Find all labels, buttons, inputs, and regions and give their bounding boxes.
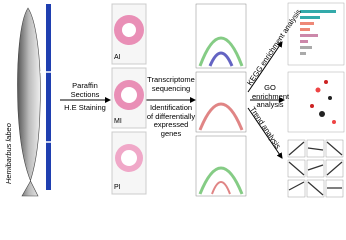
species-label: Hemibarbus labeo	[4, 123, 13, 184]
segment-label: MI	[52, 104, 60, 111]
slide-label: MI	[114, 118, 122, 125]
diagram-graphics	[17, 2, 345, 198]
go-plot	[287, 71, 345, 133]
kegg-plot	[287, 2, 345, 66]
step-label: Transcriptome sequencing	[147, 75, 195, 93]
slide-label: AI	[114, 54, 121, 61]
arrow	[247, 107, 283, 159]
volcano-plots	[195, 3, 247, 197]
arrow	[247, 41, 283, 93]
segment-label: PI	[52, 160, 59, 167]
step-label: H.E Staining	[64, 103, 106, 112]
figure: Hemibarbus labeo AI MI PI Paraffin Secti…	[4, 2, 345, 198]
ruler	[46, 4, 51, 190]
step-label: Paraffin Sections	[70, 81, 100, 99]
slide-label: PI	[114, 184, 121, 191]
trend-plot	[287, 139, 344, 198]
slides	[111, 3, 147, 195]
step-label: Identification of differentially express…	[146, 103, 196, 138]
fish	[17, 7, 41, 197]
segment-label: AI	[52, 38, 59, 45]
analysis-label: GO enrichment analysis	[252, 83, 290, 109]
